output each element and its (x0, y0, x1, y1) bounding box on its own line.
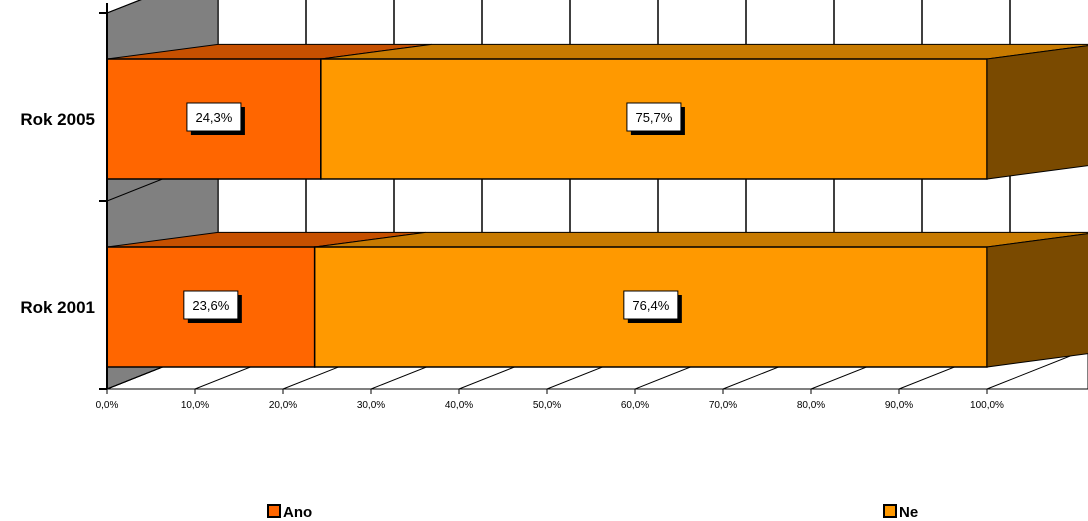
x-tick-label-7: 70,0% (709, 400, 737, 411)
legend-label-0: Ano (283, 504, 312, 521)
data-label-box-1-0 (626, 102, 682, 132)
x-tick-label-9: 90,0% (885, 400, 913, 411)
legend-label-1: Ne (899, 504, 918, 521)
x-tick-label-1: 10,0% (181, 400, 209, 411)
bar-side-0 (986, 45, 1088, 180)
data-label-0-1: 23,6% (192, 298, 229, 313)
data-label-box-1-1 (623, 290, 679, 320)
x-tick-label-3: 30,0% (357, 400, 385, 411)
x-tick-label-6: 60,0% (621, 400, 649, 411)
legend-swatch-1 (883, 504, 897, 518)
x-tick-label-2: 20,0% (269, 400, 297, 411)
data-label-1-1: 76,4% (632, 298, 669, 313)
bar-top-1-0 (320, 43, 1088, 60)
data-label-box-0-0 (186, 102, 242, 132)
category-label-0: Rok 2005 (20, 110, 95, 129)
bar-side-1 (986, 233, 1088, 368)
data-label-1-0: 75,7% (635, 110, 672, 125)
x-tick-label-8: 80,0% (797, 400, 825, 411)
bar-1-1 (313, 246, 988, 368)
bar-top-1-1 (314, 231, 1088, 248)
data-label-box-0-1 (183, 290, 239, 320)
x-tick-label-4: 40,0% (445, 400, 473, 411)
legend-swatch-0 (267, 504, 281, 518)
x-tick-label-0: 0,0% (96, 400, 119, 411)
data-label-0-0: 24,3% (195, 110, 232, 125)
x-tick-label-5: 50,0% (533, 400, 561, 411)
category-label-1: Rok 2001 (20, 298, 95, 317)
x-tick-label-10: 100,0% (970, 400, 1004, 411)
band-sep-0 (106, 0, 142, 14)
